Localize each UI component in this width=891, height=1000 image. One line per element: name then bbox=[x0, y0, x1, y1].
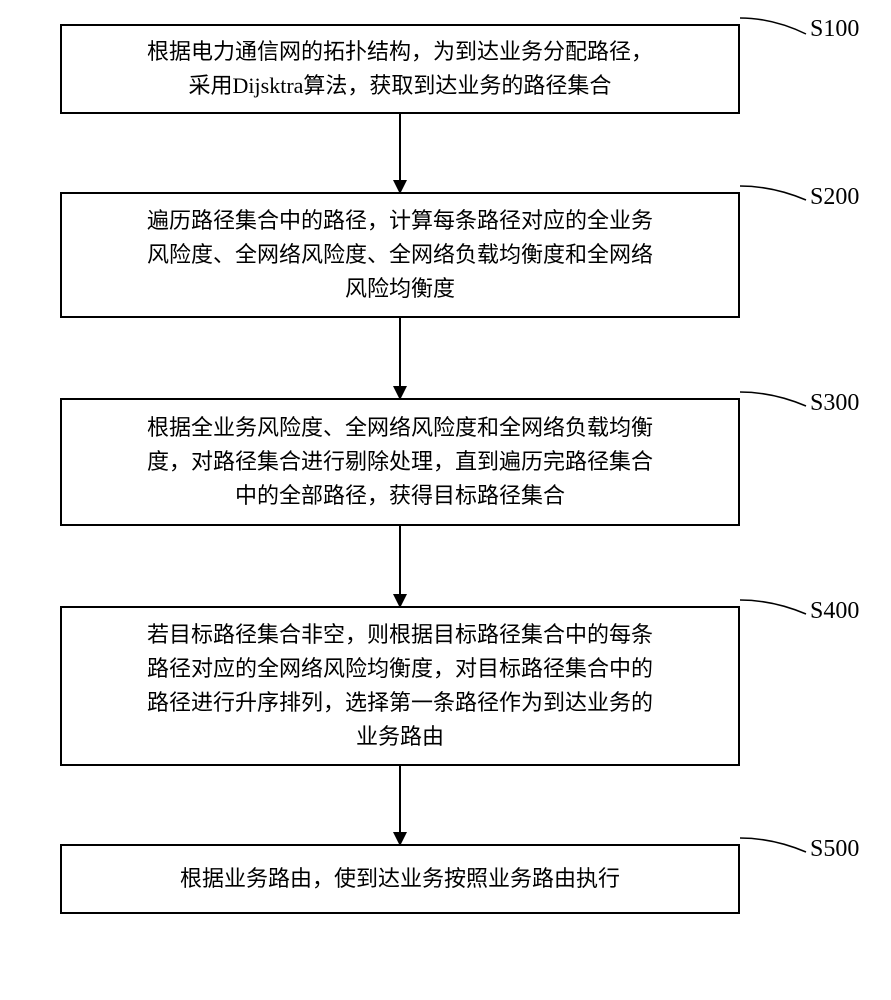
step-label-s500: S500 bbox=[810, 836, 859, 863]
connector bbox=[399, 114, 401, 192]
step-box-s300: 根据全业务风险度、全网络风险度和全网络负载均衡度，对路径集合进行剔除处理，直到遍… bbox=[60, 398, 740, 526]
connector bbox=[399, 526, 401, 606]
step-text-line: 度，对路径集合进行剔除处理，直到遍历完路径集合 bbox=[147, 445, 653, 479]
step-box-s200: 遍历路径集合中的路径，计算每条路径对应的全业务风险度、全网络风险度、全网络负载均… bbox=[60, 192, 740, 318]
leader-line bbox=[740, 184, 810, 206]
step-label-s400: S400 bbox=[810, 598, 859, 625]
leader-line bbox=[740, 16, 810, 38]
step-label-s100: S100 bbox=[810, 16, 859, 43]
step-text-line: 路径进行升序排列，选择第一条路径作为到达业务的 bbox=[147, 686, 653, 720]
step-text-line: 根据全业务风险度、全网络风险度和全网络负载均衡 bbox=[147, 411, 653, 445]
step-text-line: 风险均衡度 bbox=[345, 272, 455, 306]
leader-line bbox=[740, 598, 810, 620]
step-text-line: 风险度、全网络风险度、全网络负载均衡度和全网络 bbox=[147, 238, 653, 272]
step-text-line: 业务路由 bbox=[356, 720, 444, 754]
leader-line bbox=[740, 390, 810, 412]
step-text-line: 采用Dijsktra算法，获取到达业务的路径集合 bbox=[189, 69, 612, 103]
connector bbox=[399, 766, 401, 844]
connector bbox=[399, 318, 401, 398]
leader-line bbox=[740, 836, 810, 858]
step-box-s500: 根据业务路由，使到达业务按照业务路由执行 bbox=[60, 844, 740, 914]
step-label-s200: S200 bbox=[810, 184, 859, 211]
step-text-line: 中的全部路径，获得目标路径集合 bbox=[235, 479, 565, 513]
step-text-line: 若目标路径集合非空，则根据目标路径集合中的每条 bbox=[147, 618, 653, 652]
step-text-line: 根据电力通信网的拓扑结构，为到达业务分配路径， bbox=[147, 35, 653, 69]
step-label-s300: S300 bbox=[810, 390, 859, 417]
step-text-line: 遍历路径集合中的路径，计算每条路径对应的全业务 bbox=[147, 204, 653, 238]
step-text-line: 路径对应的全网络风险均衡度，对目标路径集合中的 bbox=[147, 652, 653, 686]
step-text-line: 根据业务路由，使到达业务按照业务路由执行 bbox=[180, 862, 620, 896]
step-box-s100: 根据电力通信网的拓扑结构，为到达业务分配路径，采用Dijsktra算法，获取到达… bbox=[60, 24, 740, 114]
step-box-s400: 若目标路径集合非空，则根据目标路径集合中的每条路径对应的全网络风险均衡度，对目标… bbox=[60, 606, 740, 766]
